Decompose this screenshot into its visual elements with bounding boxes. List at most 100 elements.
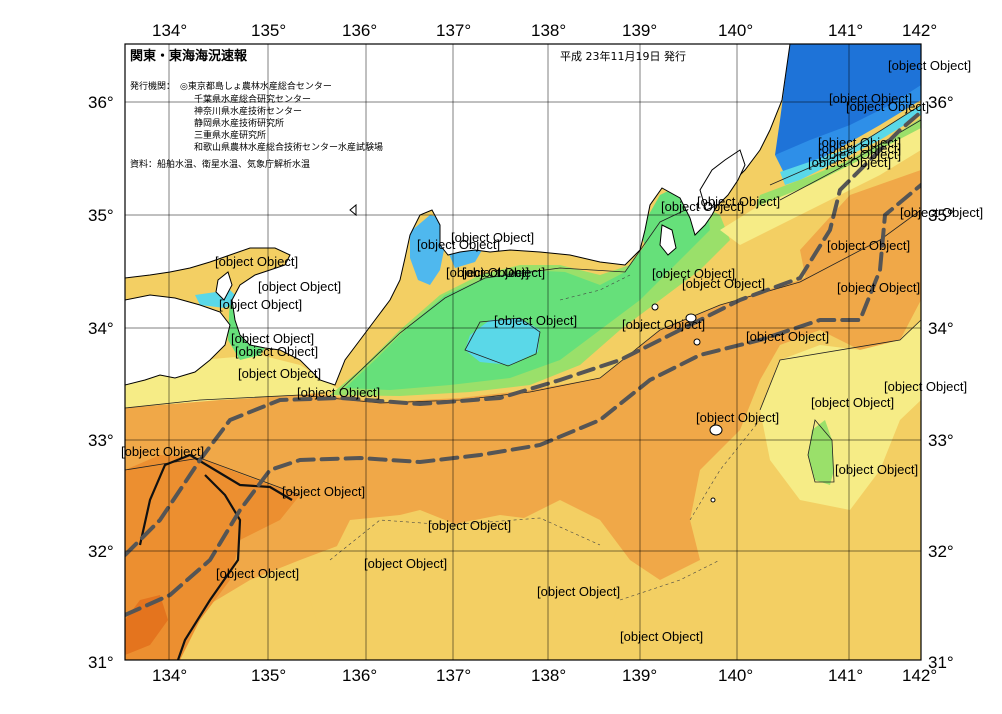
land-honshu bbox=[125, 44, 791, 386]
latitude-labels-right: 36° 35° 34° 33° 32° 31° bbox=[928, 93, 954, 672]
lat-label: 34° bbox=[88, 319, 114, 338]
contour-label: [object Object] bbox=[417, 237, 500, 252]
lat-label: 33° bbox=[88, 431, 114, 450]
contour-label: [object Object] bbox=[837, 280, 920, 295]
lat-label: 35° bbox=[88, 206, 114, 225]
lon-label: 139° bbox=[622, 666, 657, 685]
lon-label: 135° bbox=[251, 21, 286, 40]
contour-label: [object Object] bbox=[652, 266, 735, 281]
contour-label: [object Object] bbox=[219, 297, 302, 312]
lat-label: 36° bbox=[928, 93, 954, 112]
lon-label: 137° bbox=[436, 21, 471, 40]
lat-label: 33° bbox=[928, 431, 954, 450]
contour-label: [object Object] bbox=[537, 584, 620, 599]
issuer-line: ◎東京都島しょ農林水産総合センター bbox=[180, 80, 332, 92]
lon-label: 134° bbox=[152, 21, 187, 40]
land-izu bbox=[659, 224, 677, 256]
contour-label: [object Object] bbox=[235, 344, 318, 359]
contour-label: [object Object] bbox=[697, 194, 780, 209]
sea-19-ise bbox=[410, 215, 445, 285]
issuer-line: 和歌山県農林水産総合技術センター水産試験場 bbox=[194, 141, 383, 153]
lon-label: 140° bbox=[718, 21, 753, 40]
sea-20-osaka-bay bbox=[195, 290, 240, 308]
contour-label: [object Object] bbox=[428, 518, 511, 533]
issuer-line: 三重県水産研究所 bbox=[194, 129, 266, 141]
contour-label: [object Object] bbox=[818, 135, 901, 150]
contour-label: [object Object] bbox=[216, 566, 299, 581]
contour-label: [object Object] bbox=[900, 205, 983, 220]
contour-label: [object Object] bbox=[846, 99, 929, 114]
lat-label: 31° bbox=[928, 653, 954, 672]
contour-label: [object Object] bbox=[622, 317, 705, 332]
lat-label: 31° bbox=[88, 653, 114, 672]
map-issue-date: 平成 23年11月19日 発行 bbox=[560, 49, 686, 63]
contour-label: [object Object] bbox=[835, 462, 918, 477]
sea-23-east bbox=[760, 320, 921, 510]
lon-label: 134° bbox=[152, 666, 187, 685]
sea-21-suruga bbox=[640, 185, 695, 262]
issuer-line: 静岡県水産技術研究所 bbox=[194, 117, 284, 129]
sea-24-band bbox=[125, 205, 921, 650]
issuer-heading: 発行機関： bbox=[130, 80, 175, 92]
land-shikoku bbox=[125, 294, 231, 386]
land-niijima bbox=[651, 303, 659, 311]
data-source-note: 資料：船舶水温、衛星水温、気象庁解析水温 bbox=[130, 158, 310, 170]
land-awaji bbox=[215, 271, 233, 301]
lat-label: 34° bbox=[928, 319, 954, 338]
contour-label: [object Object] bbox=[238, 366, 321, 381]
map-body bbox=[125, 44, 921, 660]
contour-label: [object Object] bbox=[818, 141, 901, 156]
lat-label: 32° bbox=[928, 542, 954, 561]
lon-label: 138° bbox=[531, 666, 566, 685]
contour-labels: [object Object] [object Object] [object … bbox=[121, 58, 983, 644]
contour-label: [object Object] bbox=[364, 556, 447, 571]
lon-label: 141° bbox=[828, 666, 863, 685]
contour-label: [object Object] bbox=[215, 254, 298, 269]
lat-label: 35° bbox=[928, 206, 954, 225]
contour-label: [object Object] bbox=[231, 331, 314, 346]
map-frame bbox=[124, 43, 922, 661]
sea-18-northeast bbox=[775, 85, 921, 175]
issuer-line: 神奈川県水産技術センター bbox=[194, 105, 302, 117]
issuer-line: 千葉県水産総合研究センター bbox=[194, 93, 311, 105]
sea-21-coastal bbox=[345, 200, 710, 390]
land-lake bbox=[349, 203, 357, 217]
contour-label: [object Object] bbox=[258, 279, 341, 294]
isotherm-dashed-lines bbox=[329, 274, 761, 601]
map-title: 関東・東海海況速報 bbox=[130, 48, 248, 64]
graticule bbox=[125, 44, 921, 660]
lon-label: 139° bbox=[622, 21, 657, 40]
land-aogashima bbox=[710, 497, 716, 503]
kuroshio-axis bbox=[125, 110, 921, 617]
lon-label: 135° bbox=[251, 666, 286, 685]
contour-label: [object Object] bbox=[696, 410, 779, 425]
land-miyake bbox=[685, 313, 697, 323]
contour-label: [object Object] bbox=[494, 313, 577, 328]
land-hachijo bbox=[709, 424, 723, 436]
sea-22-east-patch bbox=[808, 420, 834, 485]
longitude-labels-bottom: 134° 135° 136° 137° 138° 139° 140° 141° … bbox=[152, 666, 937, 685]
contour-label: [object Object] bbox=[746, 329, 829, 344]
lon-label: 142° bbox=[902, 21, 937, 40]
lon-label: 136° bbox=[342, 21, 377, 40]
lat-label: 36° bbox=[88, 93, 114, 112]
land-mikura bbox=[693, 338, 701, 346]
contour-label: [object Object] bbox=[884, 379, 967, 394]
contour-label: [object Object] bbox=[811, 395, 894, 410]
contour-label: [object Object] bbox=[827, 238, 910, 253]
lon-label: 136° bbox=[342, 666, 377, 685]
contour-label: [object Object] bbox=[282, 484, 365, 499]
lon-label: 140° bbox=[718, 666, 753, 685]
map-header: 関東・東海海況速報 平成 23年11月19日 発行 発行機関： ◎東京都島しょ農… bbox=[130, 48, 686, 170]
lon-label: 138° bbox=[531, 21, 566, 40]
isotherm-25 bbox=[138, 453, 293, 660]
contour-label: [object Object] bbox=[620, 629, 703, 644]
contour-label: [object Object] bbox=[446, 265, 529, 280]
contour-label: [object Object] bbox=[682, 276, 765, 291]
longitude-labels-top: 134° 135° 136° 137° 138° 139° 140° 141° … bbox=[152, 21, 937, 40]
contour-label: [object Object] bbox=[818, 147, 901, 162]
lon-label: 137° bbox=[436, 666, 471, 685]
lon-label: 142° bbox=[902, 666, 937, 685]
